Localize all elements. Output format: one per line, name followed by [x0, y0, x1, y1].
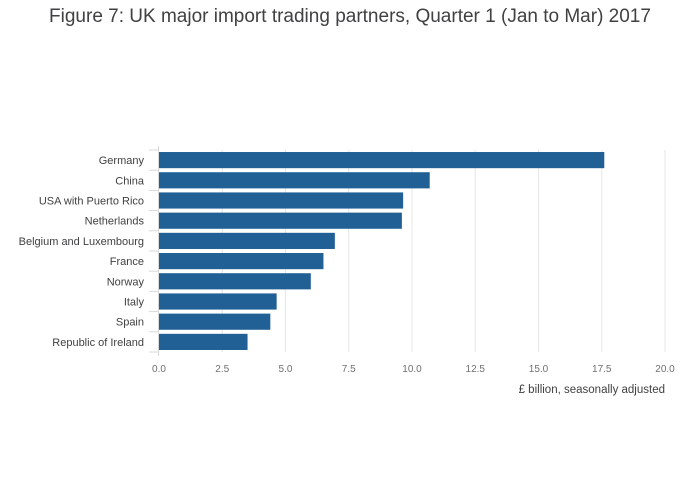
bar[interactable]	[159, 172, 430, 189]
x-axis: 0.0 2.5 5.0 7.5 10.0 12.5 15.0 17.5 20.0	[152, 364, 675, 375]
category-label: Spain	[116, 317, 144, 329]
x-tick-label: 10.0	[402, 364, 422, 375]
bar[interactable]	[159, 313, 271, 330]
category-label: China	[115, 175, 145, 187]
bar[interactable]	[159, 253, 324, 270]
bar[interactable]	[159, 293, 277, 310]
category-label: France	[110, 256, 144, 268]
x-tick-label: 0.0	[152, 364, 166, 375]
x-tick-label: 2.5	[215, 364, 229, 375]
category-label: USA with Puerto Rico	[39, 196, 144, 208]
category-label: Belgium and Luxembourg	[19, 236, 144, 248]
grid-lines	[149, 146, 666, 356]
x-tick-label: 15.0	[529, 364, 549, 375]
bars	[159, 152, 605, 350]
x-tick-label: 20.0	[655, 364, 675, 375]
x-tick-label: 7.5	[342, 364, 356, 375]
bar[interactable]	[159, 273, 311, 290]
y-axis: Germany China USA with Puerto Rico Netherla…	[19, 155, 145, 349]
category-label: Germany	[99, 155, 145, 167]
bar[interactable]	[159, 212, 402, 229]
category-label: Italy	[124, 297, 145, 309]
x-tick-label: 12.5	[466, 364, 486, 375]
bar[interactable]	[159, 333, 248, 350]
category-label: Netherlands	[85, 216, 145, 228]
category-label: Republic of Ireland	[52, 337, 144, 349]
category-label: Norway	[107, 276, 145, 288]
x-axis-title: £ billion, seasonally adjusted	[519, 384, 665, 396]
x-tick-label: 17.5	[592, 364, 612, 375]
bar[interactable]	[159, 152, 605, 169]
x-tick-label: 5.0	[279, 364, 293, 375]
bar[interactable]	[159, 192, 404, 209]
chart-title: Figure 7: UK major import trading partne…	[49, 6, 651, 27]
bar[interactable]	[159, 232, 335, 249]
